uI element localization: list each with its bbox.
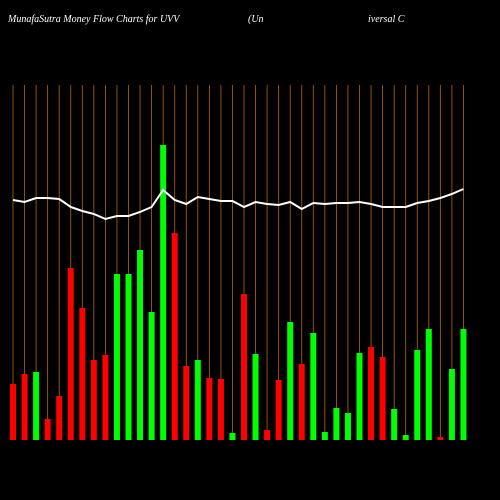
chart-subtitle: iversal C	[368, 14, 405, 25]
bar	[137, 250, 144, 440]
bar	[275, 380, 282, 440]
bar	[21, 374, 28, 440]
bar	[287, 322, 294, 440]
bar	[10, 384, 16, 440]
bar	[194, 360, 201, 440]
bar	[90, 360, 97, 440]
bar	[241, 294, 247, 440]
bar	[79, 308, 86, 440]
bar	[437, 437, 444, 440]
bar	[402, 435, 409, 440]
bar	[206, 378, 213, 440]
bar	[264, 430, 271, 440]
bar	[460, 329, 467, 440]
bar	[33, 372, 40, 440]
money-flow-line	[12, 188, 464, 221]
bar	[356, 353, 363, 440]
bar	[229, 433, 236, 440]
bar	[44, 419, 51, 440]
bar	[379, 357, 386, 440]
bar	[252, 354, 259, 440]
bar	[125, 274, 132, 440]
bar	[102, 355, 109, 440]
chart-subtitle: (Un	[248, 14, 264, 25]
bar	[183, 366, 190, 440]
bar	[425, 329, 432, 440]
bar	[217, 379, 224, 440]
bar	[113, 274, 120, 440]
bar	[160, 145, 167, 440]
bar	[344, 413, 351, 440]
bar	[391, 409, 398, 440]
bar	[171, 233, 178, 440]
bar	[448, 369, 455, 440]
bar	[310, 333, 317, 440]
bar	[333, 408, 340, 440]
bar	[321, 432, 328, 440]
bar	[148, 312, 155, 440]
bar	[368, 347, 375, 440]
bar	[298, 364, 305, 440]
bar	[414, 350, 421, 440]
bar	[67, 268, 74, 440]
bar	[56, 396, 63, 440]
chart-title: MunafaSutra Money Flow Charts for UVV	[7, 14, 181, 25]
